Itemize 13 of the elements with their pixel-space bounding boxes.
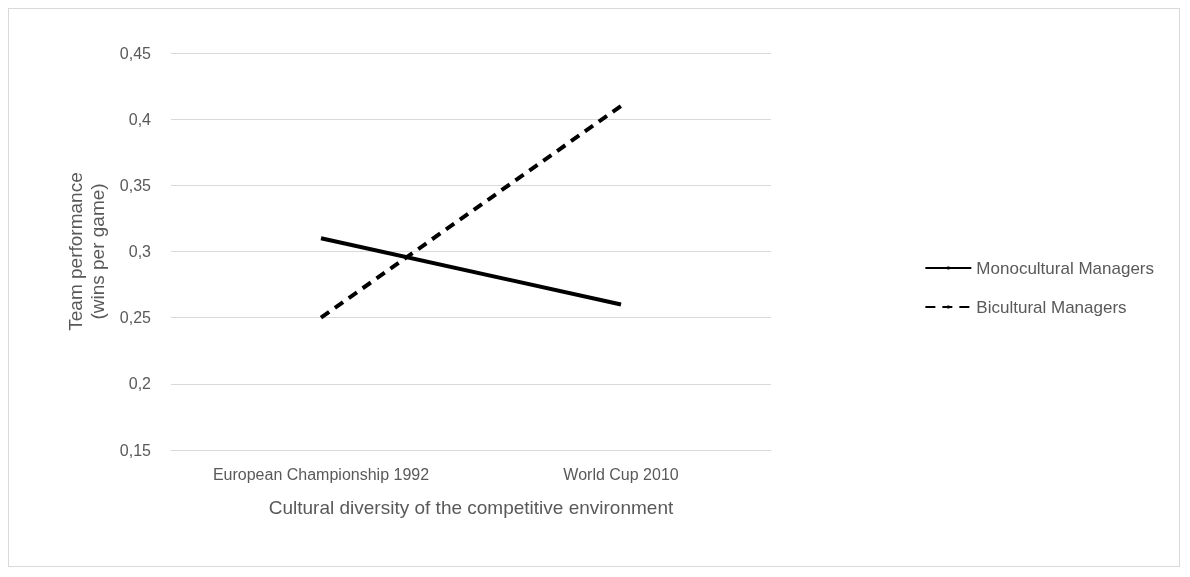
y-tick-label: 0,25 [119, 309, 152, 327]
x-tick-label: World Cup 2010 [563, 465, 679, 483]
legend-label: Monocultural Managers [976, 258, 1155, 278]
y-tick-label: 0,15 [119, 441, 152, 459]
y-tick-label: 0,45 [119, 44, 152, 62]
x-axis-title: Cultural diversity of the competitive environment [268, 497, 674, 518]
y-axis-title: Team performance (wins per game) [65, 172, 109, 331]
y-tick-label: 0,35 [119, 176, 152, 194]
legend-label: Bicultural Managers [976, 297, 1127, 317]
y-tick-label: 0,2 [128, 375, 152, 393]
x-tick-label: European Championship 1992 [212, 465, 430, 483]
y-tick-label: 0,4 [128, 110, 152, 128]
y-tick-label: 0,3 [128, 243, 152, 260]
